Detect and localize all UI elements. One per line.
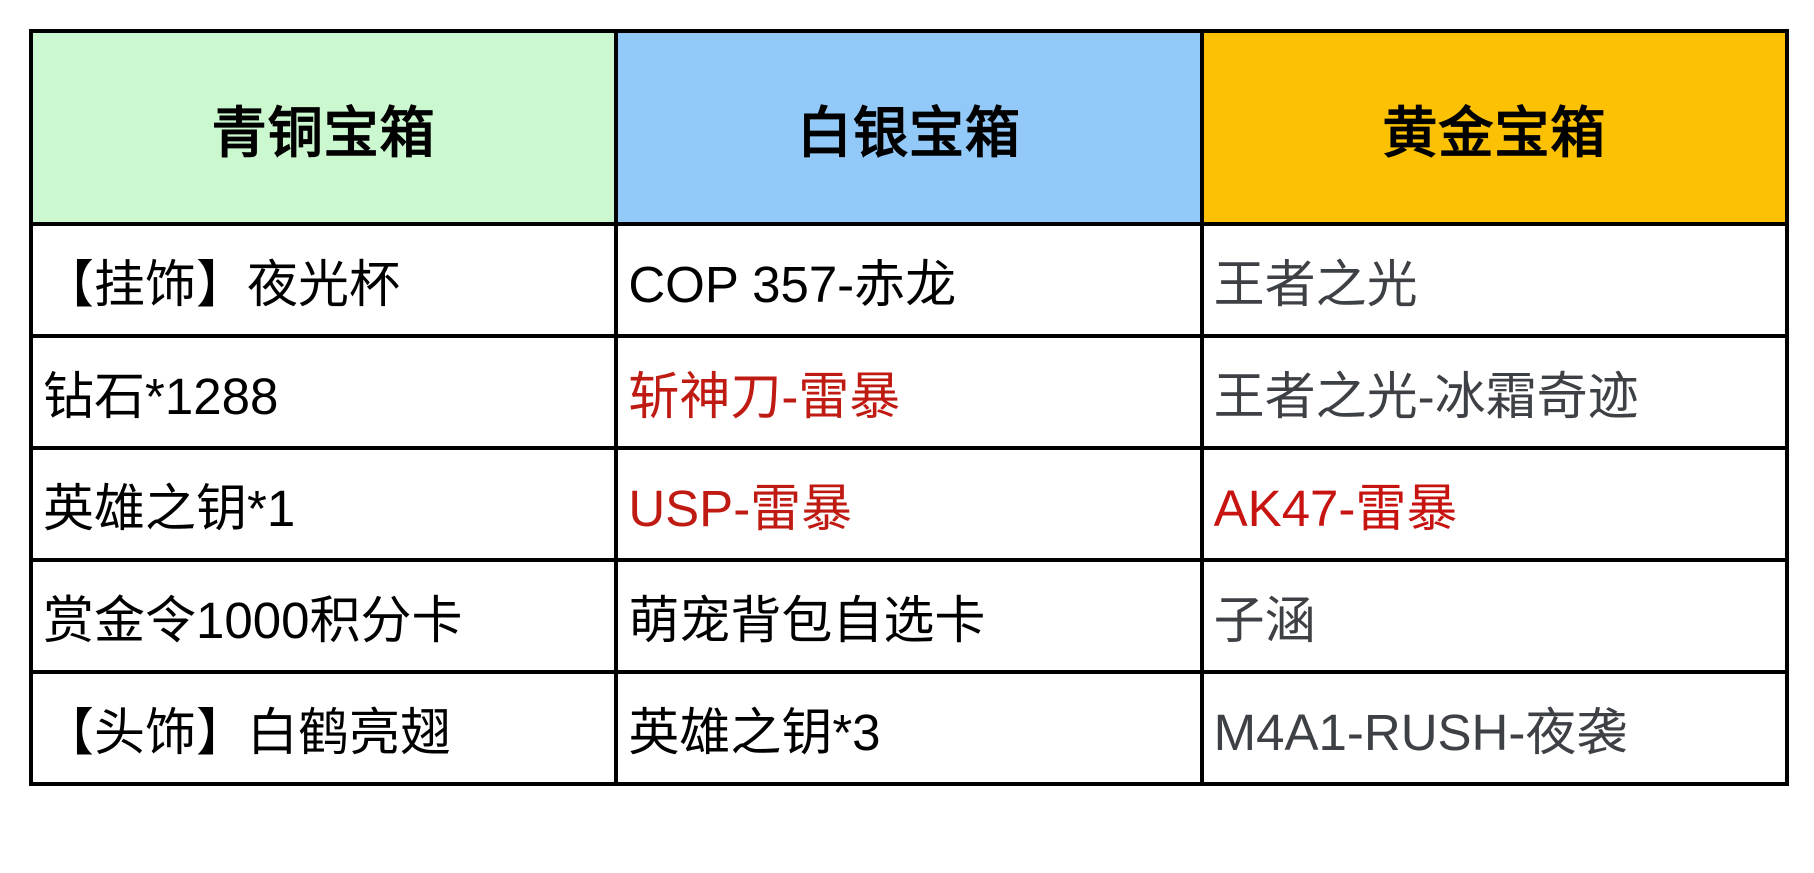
cell-r5-gold: M4A1-RUSH-夜袭 (1199, 670, 1790, 786)
table-row: 【挂饰】夜光杯 COP 357-赤龙 王者之光 (28, 222, 1790, 338)
cell-r1-silver: COP 357-赤龙 (614, 222, 1204, 338)
cell-r2-silver: 斩神刀-雷暴 (614, 334, 1204, 450)
cell-r5-silver: 英雄之钥*3 (614, 670, 1204, 786)
cell-r5-bronze: 【头饰】白鹤亮翅 (28, 670, 619, 786)
cell-r3-silver: USP-雷暴 (614, 446, 1204, 562)
chest-rewards-table: 青铜宝箱 白银宝箱 黄金宝箱 【挂饰】夜光杯 COP 357-赤龙 王者之光 钻… (28, 29, 1790, 786)
table-row: 钻石*1288 斩神刀-雷暴 王者之光-冰霜奇迹 (28, 334, 1790, 450)
header-gold-chest: 黄金宝箱 (1199, 29, 1790, 226)
cell-r3-bronze: 英雄之钥*1 (28, 446, 619, 562)
table-row: 赏金令1000积分卡 萌宠背包自选卡 子涵 (28, 558, 1790, 674)
header-bronze-chest: 青铜宝箱 (28, 29, 619, 226)
table-row: 【头饰】白鹤亮翅 英雄之钥*3 M4A1-RUSH-夜袭 (28, 670, 1790, 786)
cell-r3-gold: AK47-雷暴 (1199, 446, 1790, 562)
cell-r4-gold: 子涵 (1199, 558, 1790, 674)
cell-r2-gold: 王者之光-冰霜奇迹 (1199, 334, 1790, 450)
cell-r1-gold: 王者之光 (1199, 222, 1790, 338)
cell-r1-bronze: 【挂饰】夜光杯 (28, 222, 619, 338)
cell-r2-bronze: 钻石*1288 (28, 334, 619, 450)
table-header-row: 青铜宝箱 白银宝箱 黄金宝箱 (28, 29, 1790, 226)
page-background: 青铜宝箱 白银宝箱 黄金宝箱 【挂饰】夜光杯 COP 357-赤龙 王者之光 钻… (0, 29, 1814, 873)
cell-r4-bronze: 赏金令1000积分卡 (28, 558, 619, 674)
cell-r4-silver: 萌宠背包自选卡 (614, 558, 1204, 674)
header-silver-chest: 白银宝箱 (614, 29, 1204, 226)
table-row: 英雄之钥*1 USP-雷暴 AK47-雷暴 (28, 446, 1790, 562)
